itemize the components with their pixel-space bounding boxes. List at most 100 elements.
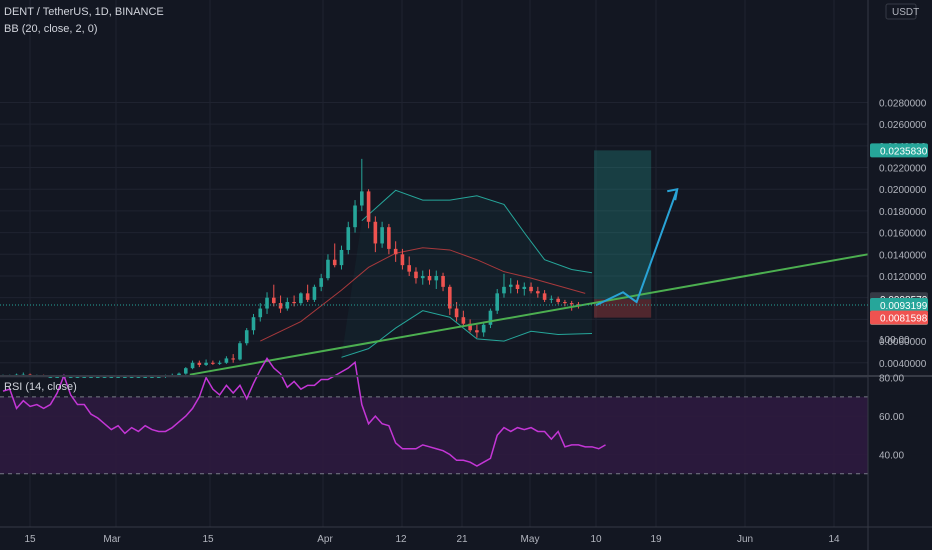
candle-body xyxy=(177,373,181,376)
candle-body xyxy=(197,362,202,365)
candle-body xyxy=(116,376,120,378)
candle-body xyxy=(420,275,425,279)
candle-body xyxy=(183,368,188,374)
candle-body xyxy=(373,221,378,244)
time-tick-label: 21 xyxy=(456,534,468,545)
time-tick-label: Apr xyxy=(317,534,333,545)
candle-body xyxy=(258,308,263,318)
price-tag-background xyxy=(870,298,928,313)
candle-body xyxy=(272,297,276,304)
candle-body xyxy=(387,227,391,249)
candle-body xyxy=(508,284,513,287)
candle-body xyxy=(136,376,141,378)
candle-body xyxy=(414,271,418,279)
candle-body xyxy=(360,191,364,206)
rsi-tick-label: 100.00 xyxy=(879,335,910,346)
candle-body xyxy=(55,376,59,378)
rsi-tick-label: 40.00 xyxy=(879,451,904,462)
candle-body xyxy=(454,308,459,318)
candle-body xyxy=(353,205,357,228)
candle-body xyxy=(292,302,296,304)
rsi-axis-labels[interactable]: 100.00 80.00 60.00 40.00 xyxy=(879,335,910,461)
candle-body xyxy=(238,343,242,360)
time-tick-label: 10 xyxy=(590,534,602,545)
candle-body xyxy=(319,278,323,287)
price-tick-label: 0.0160000 xyxy=(879,229,927,240)
arrow-path xyxy=(595,188,679,307)
candle-body xyxy=(326,259,330,279)
candle-body xyxy=(204,362,208,365)
rsi-tick-label: 60.00 xyxy=(879,412,904,423)
candle-body xyxy=(89,376,93,378)
rsi-tick-label: 80.00 xyxy=(879,374,904,385)
candle-body xyxy=(123,376,127,378)
long-position-target-zone[interactable] xyxy=(593,150,652,300)
bollinger-lower-band xyxy=(341,310,593,358)
time-tick-label: May xyxy=(521,534,540,545)
candle-body xyxy=(495,293,500,311)
candle-body xyxy=(434,275,439,281)
candle-body xyxy=(563,302,567,304)
time-tick-label: 14 xyxy=(828,534,840,545)
bollinger-bands xyxy=(260,189,593,358)
candle-body xyxy=(102,376,107,378)
candle-body xyxy=(366,191,371,222)
candle-body xyxy=(542,293,547,300)
candle-body xyxy=(129,376,134,378)
candle-body xyxy=(244,330,249,344)
price-tag-background xyxy=(870,143,928,158)
bollinger-fill xyxy=(341,190,592,358)
bb-legend[interactable]: BB (20, close, 2, 0) xyxy=(4,23,98,35)
time-tick-label: Mar xyxy=(103,534,121,545)
candle-body xyxy=(156,376,161,378)
rsi-legend[interactable]: RSI (14, close) xyxy=(4,381,77,393)
candle-body xyxy=(231,358,235,360)
candle-body xyxy=(305,293,310,300)
candle-body xyxy=(224,358,229,363)
projection-arrow[interactable] xyxy=(595,187,679,307)
candle-body xyxy=(150,376,154,378)
candle-body xyxy=(312,286,317,300)
candle-body xyxy=(68,376,73,378)
candle-body xyxy=(251,317,256,331)
price-tick-label: 0.0280000 xyxy=(879,98,927,109)
candle-body xyxy=(393,248,398,255)
candle-body xyxy=(143,376,147,378)
price-tag-label: 0.0093199 xyxy=(880,301,928,312)
support-trendline[interactable] xyxy=(189,253,869,376)
candle-body xyxy=(75,376,80,378)
rsi-line xyxy=(2,357,606,467)
candle-body xyxy=(488,310,493,325)
time-tick-label: Jun xyxy=(737,534,753,545)
price-tag-label: 0.0235830 xyxy=(880,146,928,157)
currency-badge xyxy=(885,3,917,20)
candle-body xyxy=(448,286,452,309)
candle-body xyxy=(481,324,486,333)
candle-body xyxy=(278,303,283,309)
symbol-legend[interactable]: DENT / TetherUS, 1D, BINANCE xyxy=(4,6,164,18)
time-axis-labels[interactable]: 15 Mar 15 Apr 12 21 May 10 19 Jun 14 xyxy=(24,534,840,545)
time-tick-label: 12 xyxy=(395,534,407,545)
candle-body xyxy=(549,298,554,300)
time-tick-label: 19 xyxy=(650,534,662,545)
long-position-stop-zone[interactable] xyxy=(593,299,652,318)
price-tag-background xyxy=(870,310,928,325)
candle-body xyxy=(461,317,466,324)
time-tick-label: 15 xyxy=(24,534,36,545)
candle-body xyxy=(285,302,290,309)
candle-body xyxy=(522,286,527,290)
candle-body xyxy=(380,227,384,244)
candle-body xyxy=(536,291,540,294)
candle-body xyxy=(441,275,445,287)
candle-body xyxy=(109,376,114,378)
candlestick-series xyxy=(1,158,581,378)
candle-body xyxy=(265,297,269,309)
time-tick-label: 15 xyxy=(202,534,214,545)
candle-body xyxy=(211,362,215,364)
price-tick-label: 0.0140000 xyxy=(879,250,927,261)
candle-body xyxy=(217,362,222,364)
candle-body xyxy=(427,275,432,281)
price-tick-label: 0.0040000 xyxy=(879,359,927,370)
price-tags: 0.02358300.00985700.009319919:37:490.008… xyxy=(870,143,928,326)
